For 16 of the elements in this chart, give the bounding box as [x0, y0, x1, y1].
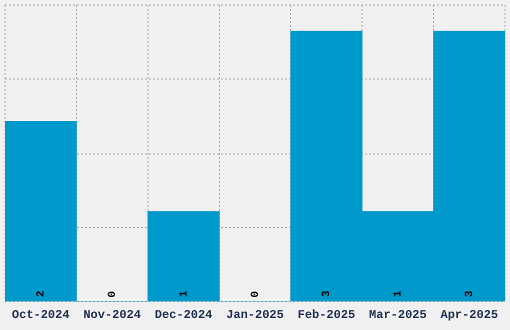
data-label: 1	[392, 290, 405, 298]
x-tick-label: Oct-2024	[12, 308, 70, 322]
bar	[5, 120, 77, 302]
x-tick-label: Nov-2024	[83, 308, 141, 322]
x-tick-label: Jan-2025	[226, 308, 284, 322]
data-label: 3	[321, 290, 334, 298]
x-tick-label: Mar-2025	[369, 308, 427, 322]
x-tick-label: Apr-2025	[440, 308, 498, 322]
data-label: 0	[106, 290, 119, 298]
data-label: 0	[250, 290, 262, 298]
data-label: 1	[178, 290, 190, 298]
data-label: 3	[464, 290, 476, 298]
x-tick-label: Dec-2024	[154, 308, 212, 322]
data-label: 2	[35, 290, 48, 298]
bar	[148, 211, 220, 302]
x-tick-label: Feb-2025	[298, 308, 356, 322]
